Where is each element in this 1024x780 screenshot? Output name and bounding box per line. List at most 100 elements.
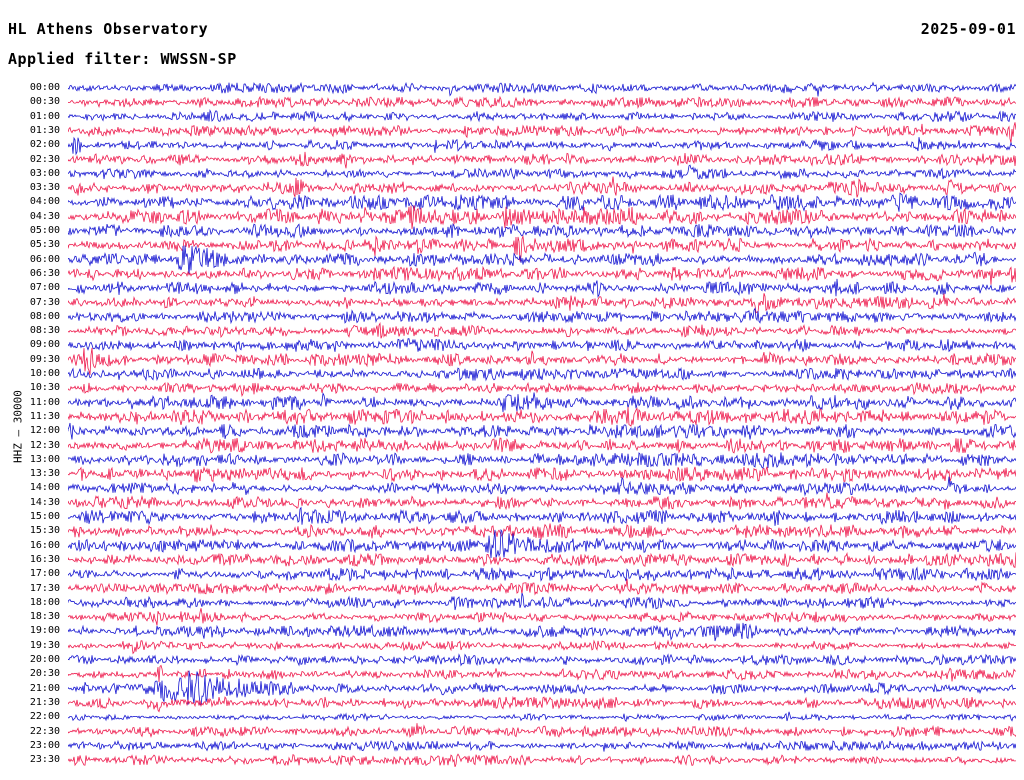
row-label: 09:30 xyxy=(29,353,60,365)
seismogram-trace xyxy=(68,278,1016,298)
row-label: 05:00 xyxy=(29,225,60,236)
row-label: 07:00 xyxy=(29,282,60,294)
row-label: 10:00 xyxy=(29,368,60,379)
row-label: 05:30 xyxy=(29,239,60,251)
row-label: 11:00 xyxy=(29,396,60,408)
seismogram-trace xyxy=(68,265,1016,285)
row-label: 00:00 xyxy=(29,82,60,93)
row-label: 20:30 xyxy=(29,668,60,680)
row-label: 02:00 xyxy=(29,139,60,151)
seismogram-trace xyxy=(68,566,1016,582)
filter-label: Applied filter: WWSSN-SP xyxy=(8,50,237,68)
seismogram-trace xyxy=(68,422,1016,440)
seismogram-trace xyxy=(68,670,1016,707)
seismogram-trace xyxy=(68,136,1016,156)
seismogram-trace xyxy=(68,381,1016,397)
seismogram-trace xyxy=(68,307,1016,325)
row-label: 23:00 xyxy=(29,739,60,751)
row-label: 13:30 xyxy=(29,468,60,480)
row-label: 09:00 xyxy=(29,339,60,351)
seismogram-trace xyxy=(68,592,1016,611)
row-label: 17:30 xyxy=(29,582,60,594)
row-label: 22:30 xyxy=(29,725,60,737)
seismogram-trace xyxy=(68,81,1016,97)
seismogram-trace xyxy=(68,234,1016,262)
row-label: 15:30 xyxy=(29,525,60,537)
row-label: 13:00 xyxy=(29,453,60,465)
seismogram-trace xyxy=(68,95,1016,110)
seismogram-trace xyxy=(68,436,1016,454)
seismogram-trace xyxy=(68,711,1016,723)
seismogram-trace xyxy=(68,108,1016,123)
row-label: 19:30 xyxy=(29,639,60,651)
row-label: 16:00 xyxy=(29,539,60,551)
seismogram-trace xyxy=(68,664,1016,683)
row-label: 18:00 xyxy=(29,596,60,608)
seismogram-trace xyxy=(68,205,1016,229)
row-label: 21:00 xyxy=(29,682,60,694)
row-label: 04:00 xyxy=(29,196,60,208)
row-label: 12:00 xyxy=(29,425,60,437)
seismogram-trace xyxy=(68,608,1016,626)
seismogram-trace xyxy=(68,753,1016,767)
row-label: 03:00 xyxy=(29,167,60,179)
row-label: 18:30 xyxy=(29,611,60,623)
row-label: 19:00 xyxy=(29,625,60,637)
seismogram-trace xyxy=(68,528,1016,559)
seismogram-trace xyxy=(68,466,1016,483)
seismogram-trace xyxy=(68,622,1016,642)
row-label: 23:30 xyxy=(29,754,60,766)
row-label: 00:30 xyxy=(29,96,60,108)
seismogram-trace xyxy=(68,192,1016,212)
seismogram-trace xyxy=(68,523,1016,540)
row-label: 06:30 xyxy=(29,267,60,279)
seismogram-trace xyxy=(68,506,1016,526)
seismogram-trace xyxy=(68,578,1016,596)
row-label: 02:30 xyxy=(29,153,60,165)
row-label: 14:30 xyxy=(29,496,60,508)
row-label: 21:30 xyxy=(29,696,60,708)
seismogram-trace xyxy=(68,392,1016,413)
row-label: 08:30 xyxy=(29,325,60,337)
helicorder-canvas xyxy=(68,81,1016,767)
seismogram-trace xyxy=(68,452,1016,469)
row-label: 16:30 xyxy=(29,553,60,565)
seismogram-trace xyxy=(68,367,1016,382)
row-label: 12:30 xyxy=(29,439,60,451)
seismogram-trace xyxy=(68,739,1016,752)
seismogram-trace xyxy=(68,476,1016,497)
seismogram-trace xyxy=(68,223,1016,240)
row-label: 17:00 xyxy=(29,568,60,580)
seismogram-trace xyxy=(68,293,1016,314)
row-label: 11:30 xyxy=(29,410,60,422)
row-label: 06:00 xyxy=(29,253,60,265)
row-label: 22:00 xyxy=(29,711,60,723)
seismogram-trace xyxy=(68,164,1016,181)
row-label: 04:30 xyxy=(29,210,60,222)
seismogram-trace xyxy=(68,492,1016,511)
row-label: 01:00 xyxy=(29,110,60,122)
seismogram-trace xyxy=(68,723,1016,739)
row-label: 08:00 xyxy=(29,310,60,322)
seismogram-trace xyxy=(68,695,1016,713)
seismogram-trace xyxy=(68,321,1016,339)
seismogram-trace xyxy=(68,245,1016,276)
row-label: 20:00 xyxy=(29,654,60,665)
seismogram-trace xyxy=(68,653,1016,667)
date-label: 2025-09-01 xyxy=(920,20,1016,38)
seismogram-trace xyxy=(68,406,1016,427)
row-label: 15:00 xyxy=(29,511,60,522)
row-label: 10:30 xyxy=(29,382,60,394)
station-title: HL Athens Observatory xyxy=(8,20,209,38)
seismogram-trace xyxy=(68,639,1016,655)
row-label: 01:30 xyxy=(29,124,60,136)
seismogram-trace xyxy=(68,551,1016,568)
seismogram-trace xyxy=(68,347,1016,375)
row-label: 07:30 xyxy=(29,296,60,308)
seismogram-trace xyxy=(68,122,1016,144)
seismogram-trace xyxy=(68,176,1016,198)
row-label: 14:00 xyxy=(29,482,60,494)
seismogram-trace xyxy=(68,151,1016,169)
seismogram-trace xyxy=(68,338,1016,353)
